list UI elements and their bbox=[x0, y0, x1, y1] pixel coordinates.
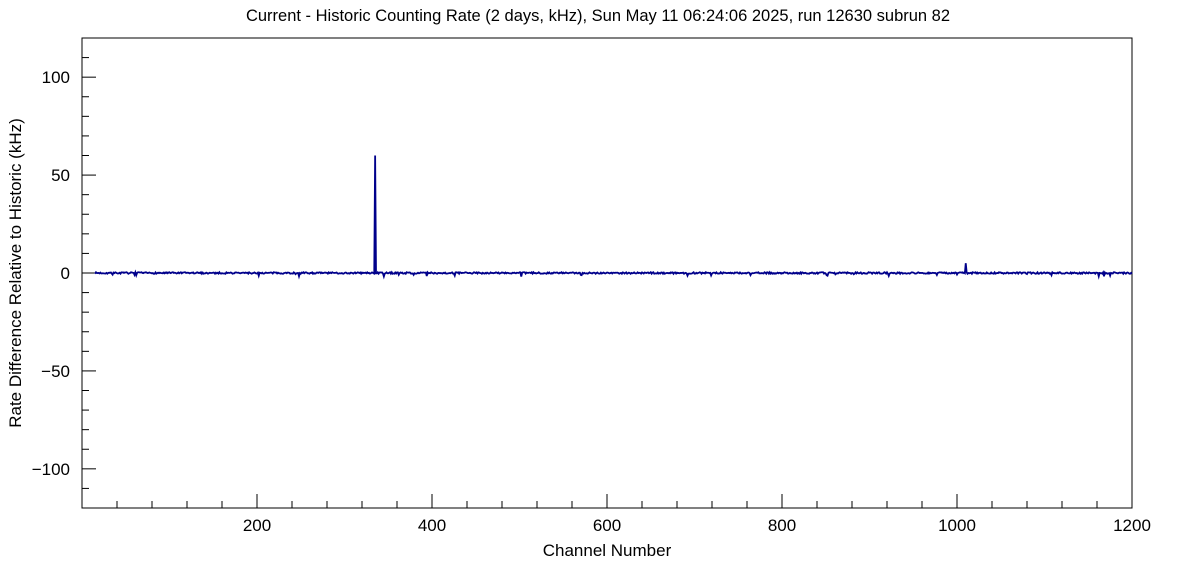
svg-text:0: 0 bbox=[61, 264, 70, 283]
svg-text:−100: −100 bbox=[32, 460, 70, 479]
svg-text:800: 800 bbox=[768, 516, 796, 535]
tick-labels: 200 400 600 800 1000 1200 −100 −50 0 50 100 bbox=[32, 68, 1151, 535]
svg-text:100: 100 bbox=[42, 68, 70, 87]
x-axis-label: Channel Number bbox=[543, 541, 672, 560]
svg-text:600: 600 bbox=[593, 516, 621, 535]
data-series bbox=[94, 155, 1133, 280]
svg-text:200: 200 bbox=[243, 516, 271, 535]
svg-text:400: 400 bbox=[418, 516, 446, 535]
chart-title: Current - Historic Counting Rate (2 days… bbox=[246, 7, 950, 25]
svg-text:−50: −50 bbox=[41, 362, 70, 381]
y-axis-label: Rate Difference Relative to Historic (kH… bbox=[6, 118, 25, 428]
svg-text:50: 50 bbox=[51, 166, 70, 185]
svg-text:1200: 1200 bbox=[1113, 516, 1151, 535]
svg-text:1000: 1000 bbox=[938, 516, 976, 535]
axis-ticks bbox=[81, 37, 1133, 509]
